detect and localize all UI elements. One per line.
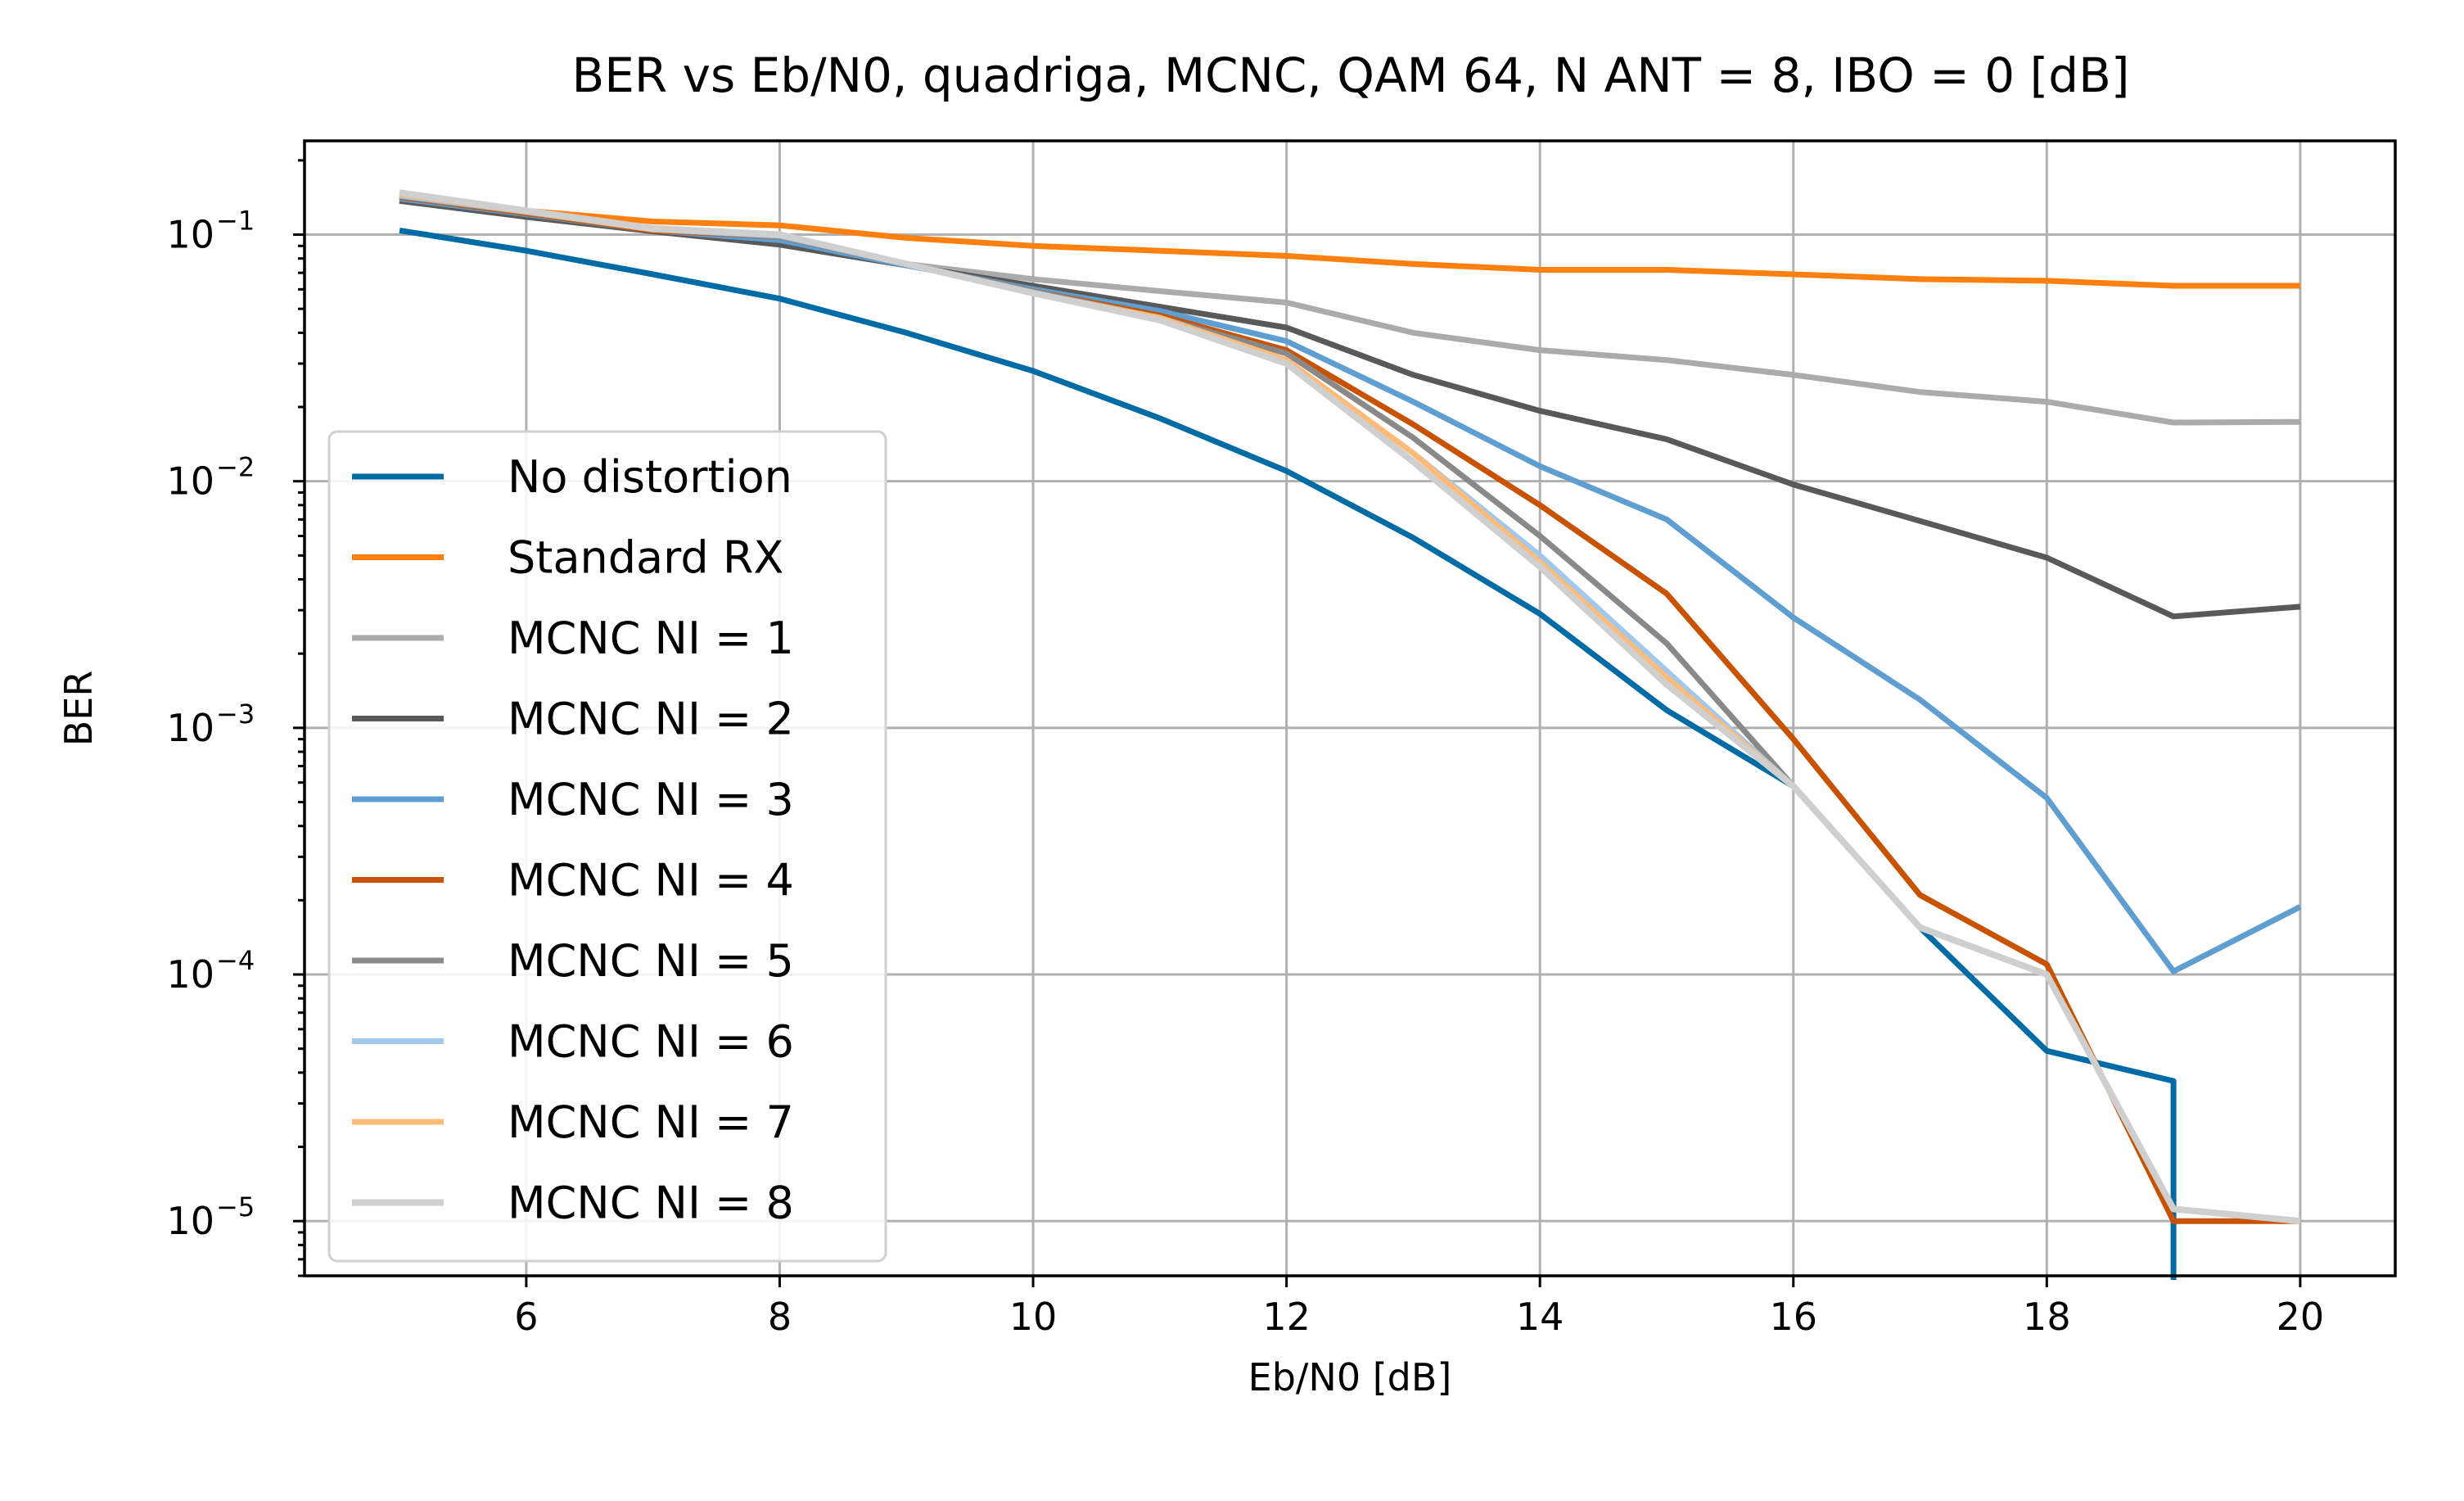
x-tick-label: 20: [2277, 1295, 2325, 1339]
legend-label-1: No distortion: [508, 451, 792, 503]
x-tick-label: 12: [1262, 1295, 1311, 1339]
y-tick-exponent: −3: [216, 699, 255, 730]
x-tick-label: 14: [1516, 1295, 1564, 1339]
legend-label-5: MCNC NI = 3: [508, 774, 794, 825]
y-tick-exponent: −5: [216, 1191, 255, 1223]
y-tick-label: 10: [166, 952, 214, 997]
y-tick-label: 10: [166, 213, 214, 257]
x-tick-label: 8: [768, 1295, 792, 1339]
legend-label-7: MCNC NI = 5: [508, 935, 794, 987]
legend-label-6: MCNC NI = 4: [508, 855, 794, 906]
legend-label-8: MCNC NI = 6: [508, 1016, 794, 1068]
y-axis-label: BER: [56, 671, 101, 747]
x-tick-label: 18: [2023, 1295, 2071, 1339]
plot-frame: [303, 139, 2397, 1277]
x-tick-label: 6: [514, 1295, 538, 1339]
legend: No distortion Standard RX MCNC NI = 1 MCNC …: [327, 430, 887, 1263]
y-tick-exponent: −4: [216, 945, 255, 976]
x-tick-label: 10: [1009, 1295, 1058, 1339]
y-tick-label: 10: [166, 459, 214, 504]
series-lines: [399, 189, 2302, 1280]
legend-label-3: MCNC NI = 1: [508, 613, 794, 664]
x-tick-label: 16: [1769, 1295, 1817, 1339]
legend-label-9: MCNC NI = 7: [508, 1096, 794, 1148]
y-tick-exponent: −2: [216, 452, 255, 483]
y-tick-label: 10: [166, 1199, 214, 1243]
y-tick-label: 10: [166, 706, 214, 750]
legend-label-2: Standard RX: [508, 532, 783, 584]
series-line-2: [399, 193, 2300, 289]
legend-label-4: MCNC NI = 2: [508, 694, 794, 745]
series-line-1: [399, 227, 2177, 1280]
x-axis-label: Eb/N0 [dB]: [1248, 1355, 1452, 1399]
chart-title: BER vs Eb/N0, quadriga, MCNC, QAM 64, N …: [572, 47, 2130, 103]
y-tick-exponent: −1: [216, 206, 255, 237]
series-line-10: [399, 189, 2301, 1225]
legend-box: [327, 430, 887, 1263]
legend-label-10: MCNC NI = 8: [508, 1178, 794, 1229]
